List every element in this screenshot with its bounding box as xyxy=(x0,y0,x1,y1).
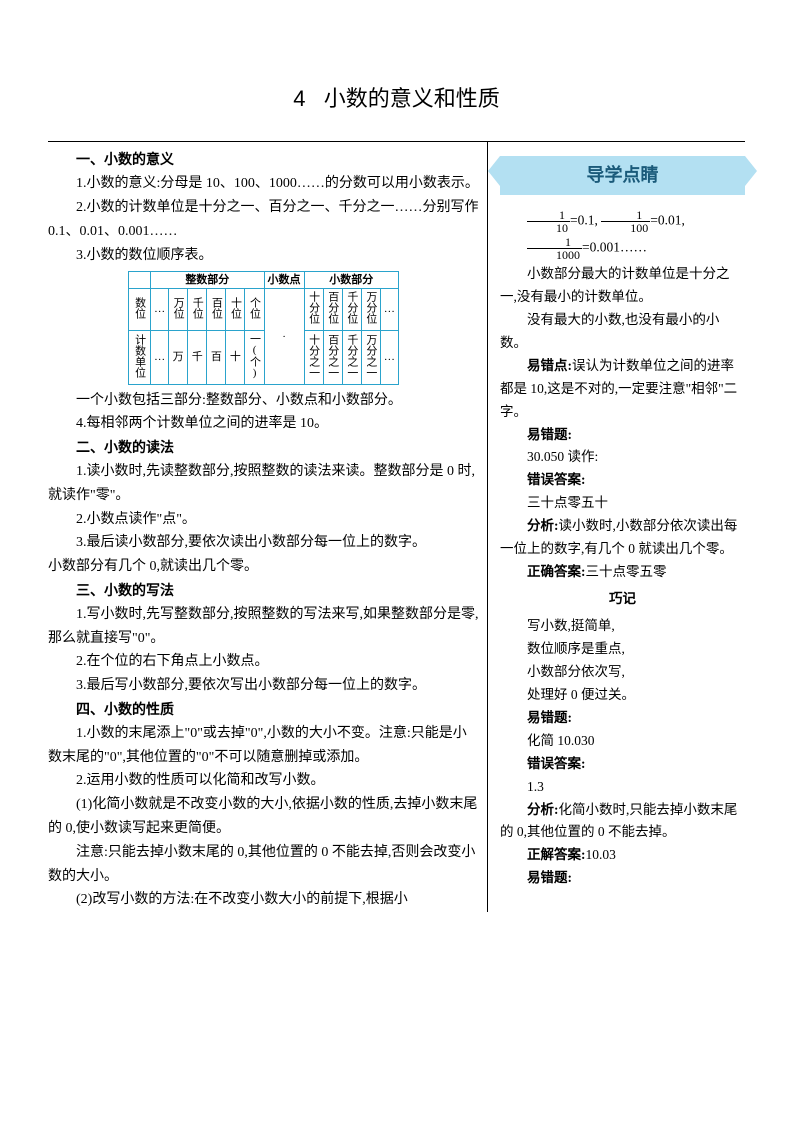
th-dot: 小数点 xyxy=(264,272,304,289)
err2-wrong: 1.3 xyxy=(500,776,745,799)
table-blank xyxy=(129,272,151,289)
s1-p2: 2.小数的计数单位是十分之一、百分之一、千分之一……分别写作 0.1、0.01、… xyxy=(48,196,479,244)
err2-wrong-label: 错误答案: xyxy=(500,753,745,776)
s1-p4: 一个小数包括三部分:整数部分、小数点和小数部分。 xyxy=(48,389,479,413)
content-area: 一、小数的意义 1.小数的意义:分母是 10、100、1000……的分数可以用小… xyxy=(48,141,745,912)
eq1: 110=0.1, 1100=0.01, xyxy=(500,209,745,234)
table-row-digit: 数位 … 万位 千位 百位 十位 个位 · 十分位 百分位 千分位 万分位 … xyxy=(129,289,399,330)
s2-p3: 3.最后读小数部分,要依次读出小数部分每一位上的数字。 xyxy=(48,531,479,555)
err1-right: 正确答案:三十点零五零 xyxy=(500,561,745,584)
th-int: 整数部分 xyxy=(151,272,264,289)
section-4-head: 四、小数的性质 xyxy=(48,698,479,722)
th-dec: 小数部分 xyxy=(304,272,398,289)
s4-p1: 1.小数的末尾添上"0"或去掉"0",小数的大小不变。注意:只能是小数末尾的"0… xyxy=(48,722,479,770)
s2-p4: 小数部分有几个 0,就读出几个零。 xyxy=(48,555,479,579)
place-value-table: 整数部分 小数点 小数部分 数位 … 万位 千位 百位 十位 个位 · 十分位 … xyxy=(128,271,399,384)
table-row-unit: 计数单位 … 万 千 百 十 一(个) 十分之一 百分之一 千分之一 万分之一 … xyxy=(129,330,399,384)
err1-q: 30.050 读作: xyxy=(500,446,745,469)
s3-p2: 2.在个位的右下角点上小数点。 xyxy=(48,650,479,674)
side-column: 导学点睛 110=0.1, 1100=0.01, 11000=0.001…… 小… xyxy=(488,142,745,912)
err3-label: 易错题: xyxy=(500,867,745,890)
chapter-name: 小数的意义和性质 xyxy=(324,86,500,111)
main-column: 一、小数的意义 1.小数的意义:分母是 10、100、1000……的分数可以用小… xyxy=(48,142,488,912)
qj1: 写小数,挺简单, xyxy=(500,615,745,638)
err1-label: 易错题: xyxy=(500,424,745,447)
s4-p5: (2)改写小数的方法:在不改变小数大小的前提下,根据小 xyxy=(48,888,479,912)
err2-ana: 分析:化简小数时,只能去掉小数末尾的 0,其他位置的 0 不能去掉。 xyxy=(500,799,745,845)
side-p1: 小数部分最大的计数单位是十分之一,没有最小的计数单位。 xyxy=(500,263,745,309)
s1-p1: 1.小数的意义:分母是 10、100、1000……的分数可以用小数表示。 xyxy=(48,172,479,196)
qj3: 小数部分依次写, xyxy=(500,661,745,684)
section-1-head: 一、小数的意义 xyxy=(48,148,479,172)
s3-p1: 1.写小数时,先写整数部分,按照整数的写法来写,如果整数部分是零,那么就直接写"… xyxy=(48,603,479,651)
dot-cell: · xyxy=(264,289,304,384)
frac-1-100: 1100 xyxy=(601,209,650,234)
section-2-head: 二、小数的读法 xyxy=(48,436,479,460)
err1-wrong-label: 错误答案: xyxy=(500,469,745,492)
err1-wrong: 三十点零五十 xyxy=(500,492,745,515)
chapter-title: 4 小数的意义和性质 xyxy=(48,80,745,117)
s4-p3: (1)化简小数就是不改变小数的大小,依据小数的性质,去掉小数末尾的 0,使小数读… xyxy=(48,793,479,841)
s4-p4: 注意:只能去掉小数末尾的 0,其他位置的 0 不能去掉,否则会改变小数的大小。 xyxy=(48,841,479,889)
s4-p2: 2.运用小数的性质可以化简和改写小数。 xyxy=(48,769,479,793)
s3-p3: 3.最后写小数部分,要依次写出小数部分每一位上的数字。 xyxy=(48,674,479,698)
side-p3: 易错点:误认为计数单位之间的进率都是 10,这是不对的,一定要注意"相邻"二字。 xyxy=(500,355,745,424)
err1-ana: 分析:读小数时,小数部分依次读出每一位上的数字,有几个 0 就读出几个零。 xyxy=(500,515,745,561)
eq2: 11000=0.001…… xyxy=(500,236,745,261)
err2-right: 正解答案:10.03 xyxy=(500,844,745,867)
frac-1-1000: 11000 xyxy=(527,236,582,261)
section-3-head: 三、小数的写法 xyxy=(48,579,479,603)
err2-label: 易错题: xyxy=(500,707,745,730)
frac-1-10: 110 xyxy=(527,209,570,234)
chapter-number: 4 xyxy=(293,86,305,111)
s1-p5: 4.每相邻两个计数单位之间的进率是 10。 xyxy=(48,412,479,436)
side-p2: 没有最大的小数,也没有最小的小数。 xyxy=(500,309,745,355)
s2-p2: 2.小数点读作"点"。 xyxy=(48,508,479,532)
qj2: 数位顺序是重点, xyxy=(500,638,745,661)
row1-label: 数位 xyxy=(129,289,151,330)
err2-q: 化简 10.030 xyxy=(500,730,745,753)
qiaoji-title: 巧记 xyxy=(500,588,745,611)
s1-p3: 3.小数的数位顺序表。 xyxy=(48,244,479,268)
s2-p1: 1.读小数时,先读整数部分,按照整数的读法来读。整数部分是 0 时,就读作"零"… xyxy=(48,460,479,508)
side-banner: 导学点睛 xyxy=(500,156,745,195)
page: 4 小数的意义和性质 一、小数的意义 1.小数的意义:分母是 10、100、10… xyxy=(0,0,793,952)
qj4: 处理好 0 便过关。 xyxy=(500,684,745,707)
